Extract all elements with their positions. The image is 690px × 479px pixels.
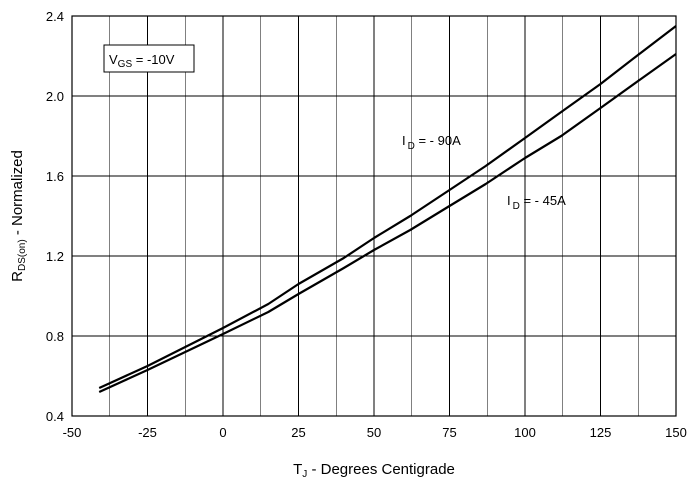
series-label-90a-rest: = - 90A <box>415 133 461 148</box>
y-axis-title-main: R <box>9 271 26 282</box>
y-axis-title: RDS(on) - Normalized <box>9 150 28 282</box>
y-tick-label: 0.8 <box>46 329 64 344</box>
x-tick-label: 125 <box>590 425 612 440</box>
y-tick-label: 1.6 <box>46 169 64 184</box>
y-axis-title-sub: DS(on) <box>17 239 28 271</box>
x-tick-label: -50 <box>63 425 82 440</box>
series-label-45a-sub: D <box>513 201 520 212</box>
series-group <box>98 25 677 394</box>
series-label-45a-rest: = - 45A <box>520 193 566 208</box>
x-axis-title: TJ - Degrees Centigrade <box>293 461 455 479</box>
x-axis-title-rest: - Degrees Centigrade <box>307 461 455 478</box>
series-label-90a-main: I <box>402 133 406 148</box>
condition-main: V <box>109 52 118 67</box>
x-tick-label: 75 <box>442 425 456 440</box>
series-label-90a-sub: D <box>408 141 415 152</box>
y-axis-title-rest: - Normalized <box>9 150 26 239</box>
x-tick-label: 0 <box>219 425 226 440</box>
y-tick-label: 1.2 <box>46 249 64 264</box>
condition-sub: GS <box>118 59 133 70</box>
y-tick-label: 0.4 <box>46 409 64 424</box>
x-tick-label: 25 <box>291 425 305 440</box>
x-tick-label: -25 <box>138 425 157 440</box>
x-tick-label: 150 <box>665 425 687 440</box>
grid <box>72 16 676 416</box>
y-tick-label: 2.4 <box>46 9 64 24</box>
series-line-id-45a <box>98 53 677 394</box>
series-line-id-90a <box>98 25 677 390</box>
condition-box <box>103 44 195 73</box>
y-tick-labels: 0.4 0.8 1.2 1.6 2.0 2.4 <box>46 9 64 424</box>
plot-frame <box>71 15 677 417</box>
x-axis-title-main: T <box>293 461 302 478</box>
condition-rest: = -10V <box>132 52 175 67</box>
y-tick-label: 2.0 <box>46 89 64 104</box>
x-tick-labels: -50 -25 0 25 50 75 100 125 150 <box>63 425 687 440</box>
condition-label: VGS = -10V <box>109 52 175 70</box>
x-tick-label: 100 <box>514 425 536 440</box>
series-label-45a-main: I <box>507 193 511 208</box>
x-tick-label: 50 <box>367 425 381 440</box>
x-axis-title-sub: J <box>302 469 307 479</box>
